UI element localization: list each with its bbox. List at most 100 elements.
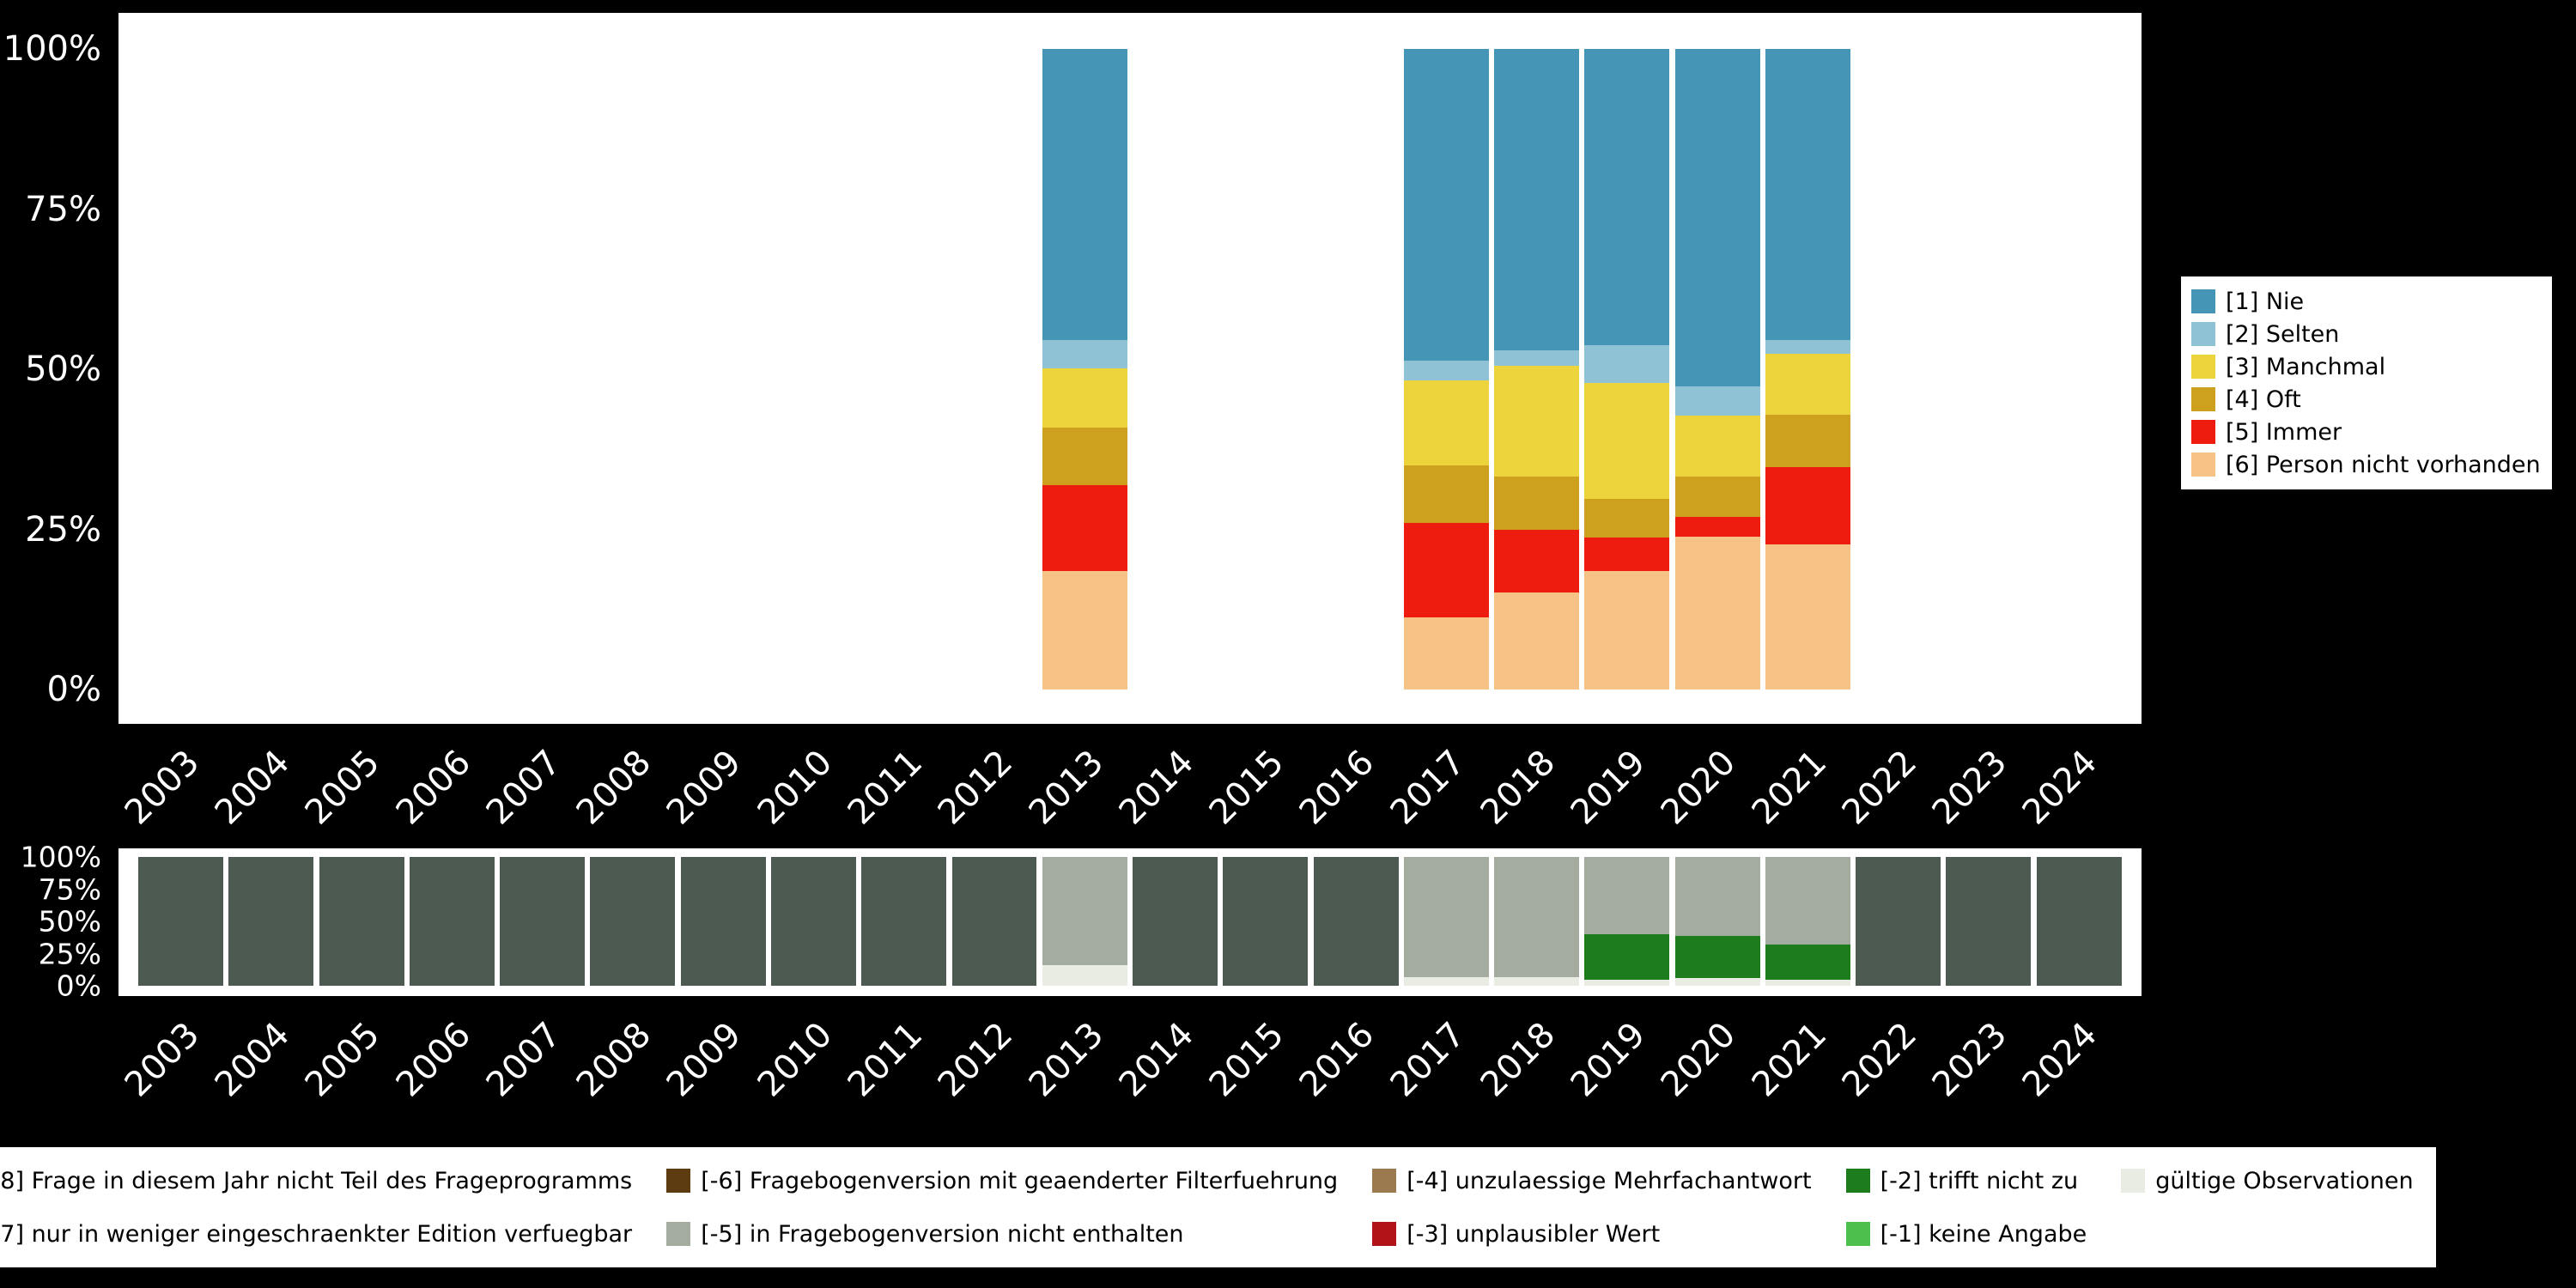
bar-segment xyxy=(1584,49,1670,346)
stacked-bar-2024 xyxy=(2036,857,2122,986)
x-tick-slot: 2008 xyxy=(569,1006,677,1122)
x-tick-slot: 2014 xyxy=(1111,1006,1220,1122)
bar-slot-2009 xyxy=(678,857,769,986)
bar-segment xyxy=(1403,857,1489,977)
x-tick-slot: 2022 xyxy=(1835,734,1943,850)
bar-slot-2014 xyxy=(1130,857,1220,986)
frequencies-bars-area xyxy=(136,49,2124,690)
bar-segment xyxy=(1042,340,1127,369)
x-tick-slot: 2010 xyxy=(750,1006,859,1122)
legend-item: [-7] nur in weniger eingeschraenkter Edi… xyxy=(0,1221,632,1248)
legend-label: [-6] Fragebogenversion mit geaenderter F… xyxy=(701,1167,1339,1194)
bar-segment xyxy=(861,857,947,986)
stacked-bar-2021 xyxy=(1765,49,1850,690)
legend-item: [1] Nie xyxy=(2191,285,2547,318)
x-tick-slot: 2018 xyxy=(1473,734,1582,850)
bar-slot-2018 xyxy=(1492,857,1582,986)
y-tick-label: 75% xyxy=(38,872,101,906)
bar-segment xyxy=(1403,360,1489,380)
bar-segment xyxy=(1403,465,1489,524)
legend-label: [-1] keine Angabe xyxy=(1880,1220,2087,1248)
legend-label: [1] Nie xyxy=(2226,288,2305,315)
x-tick-slot: 2005 xyxy=(298,734,407,850)
bar-segment xyxy=(1584,570,1670,690)
x-tick-slot: 2004 xyxy=(208,1006,316,1122)
bar-segment xyxy=(1584,934,1670,980)
x-tick-slot: 2020 xyxy=(1654,1006,1763,1122)
missings-plot xyxy=(118,848,2142,996)
missings-bars-area xyxy=(136,857,2124,986)
missings-x-axis: 2003 2004 2005 2006 2007 2008 2009 2010 2011 2012… xyxy=(118,1006,2124,1122)
stacked-bar-2011 xyxy=(861,857,947,986)
stacked-bar-2013 xyxy=(1042,857,1127,986)
bar-segment xyxy=(771,857,856,986)
bar-segment xyxy=(1494,530,1580,592)
x-tick-slot: 2011 xyxy=(841,1006,949,1122)
bar-segment xyxy=(228,857,314,986)
bar-segment xyxy=(1494,857,1580,977)
bar-segment xyxy=(1042,368,1127,428)
legend-label: [4] Oft xyxy=(2226,386,2301,413)
x-tick-slot: 2007 xyxy=(479,734,587,850)
legend-swatch xyxy=(2191,322,2215,346)
legend-label: [2] Selten xyxy=(2226,320,2340,348)
legend-item: [-5] in Fragebogenversion nicht enthalte… xyxy=(666,1221,1338,1248)
bar-slot-2024 xyxy=(2034,49,2124,690)
bar-slot-2006 xyxy=(407,49,497,690)
legend-item: [-3] unplausibler Wert xyxy=(1372,1221,1811,1248)
stacked-bar-2018 xyxy=(1494,49,1580,690)
x-tick-slot: 2011 xyxy=(841,734,949,850)
bar-slot-2004 xyxy=(226,857,316,986)
bar-segment xyxy=(1494,477,1580,531)
bar-segment xyxy=(1765,945,1850,980)
x-tick-slot: 2008 xyxy=(569,734,677,850)
bar-segment xyxy=(1584,345,1670,384)
y-tick-label: 50% xyxy=(25,349,101,389)
bar-slot-2011 xyxy=(859,857,949,986)
y-tick-label: 25% xyxy=(25,509,101,550)
bar-slot-2021 xyxy=(1763,49,1853,690)
x-tick-slot: 2021 xyxy=(1744,1006,1853,1122)
legend-label: [5] Immer xyxy=(2226,418,2342,446)
stacked-bar-2016 xyxy=(1313,857,1399,986)
bar-slot-2023 xyxy=(1943,857,2033,986)
stacked-bar-2012 xyxy=(951,857,1037,986)
x-tick-slot: 2021 xyxy=(1744,734,1853,850)
bar-segment xyxy=(1042,485,1127,571)
bar-segment xyxy=(138,857,224,986)
bar-segment xyxy=(1042,427,1127,486)
bar-slot-2020 xyxy=(1673,857,1763,986)
x-tick-slot: 2013 xyxy=(1021,734,1130,850)
y-tick-label: 100% xyxy=(20,840,101,874)
bar-segment xyxy=(1223,857,1309,986)
frequencies-plot xyxy=(118,13,2142,724)
legend-swatch xyxy=(2191,420,2215,444)
legend-item: [2] Selten xyxy=(2191,318,2547,350)
bar-slot-2023 xyxy=(1943,49,2033,690)
x-tick-slot: 2014 xyxy=(1111,734,1220,850)
y-tick-label: 100% xyxy=(3,29,101,69)
bar-slot-2003 xyxy=(136,49,226,690)
stacked-bar-2019 xyxy=(1584,857,1670,986)
x-tick-slot: 2019 xyxy=(1564,734,1672,850)
bar-segment xyxy=(319,857,404,986)
bar-slot-2024 xyxy=(2034,857,2124,986)
legend-label: [6] Person nicht vorhanden xyxy=(2226,451,2541,478)
bar-slot-2014 xyxy=(1130,49,1220,690)
bar-segment xyxy=(1494,976,1580,986)
legend-swatch xyxy=(1372,1169,1397,1193)
bar-segment xyxy=(1042,49,1127,341)
legend-item: [-4] unzulaessige Mehrfachantwort xyxy=(1372,1168,1812,1194)
bar-segment xyxy=(2036,857,2122,986)
x-tick-slot: 2024 xyxy=(2015,734,2124,850)
bar-slot-2008 xyxy=(587,857,677,986)
bar-segment xyxy=(1674,978,1760,986)
stacked-bar-2022 xyxy=(1856,857,1941,986)
legend-swatch xyxy=(1845,1222,1870,1246)
x-tick-slot: 2019 xyxy=(1564,1006,1672,1122)
bar-segment xyxy=(590,857,676,986)
bar-segment xyxy=(1674,857,1760,936)
bar-segment xyxy=(1403,49,1489,361)
bar-slot-2016 xyxy=(1310,857,1400,986)
bar-segment xyxy=(1946,857,2032,986)
